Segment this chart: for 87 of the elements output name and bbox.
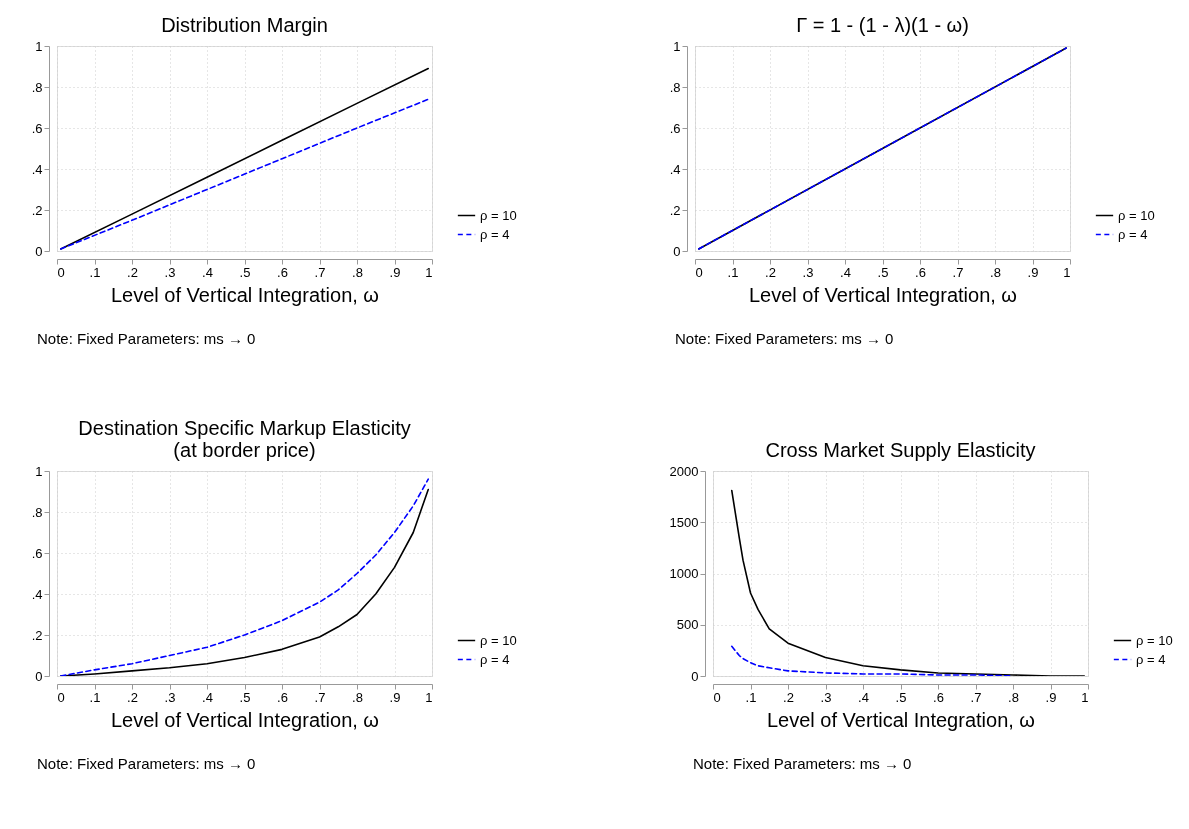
y-tick-label: 0	[35, 243, 43, 259]
x-tick-label: .2	[127, 689, 138, 705]
x-tick-label: .6	[915, 264, 926, 280]
y-tick-label: 500	[676, 617, 699, 633]
x-tick-label: .1	[89, 264, 101, 280]
x-tick-label: 0	[713, 689, 721, 705]
y-tick-label: .8	[31, 504, 43, 520]
x-tick-label: .5	[239, 264, 251, 280]
legend-label: ρ = 4	[1118, 226, 1148, 242]
y-tick-label: .6	[31, 120, 43, 136]
x-tick-label: .7	[314, 264, 326, 280]
y-tick-label: 1	[35, 38, 43, 54]
x-tick-label: .7	[314, 689, 326, 705]
y-tick-label: 0	[691, 668, 699, 684]
x-axis-title: Level of Vertical Integration, ω	[749, 283, 1017, 306]
x-tick-label: .3	[820, 689, 832, 705]
y-tick-label: .8	[31, 79, 43, 95]
x-tick-label: .4	[840, 264, 851, 280]
x-tick-label: .8	[1008, 689, 1019, 705]
x-tick-label: .3	[164, 689, 176, 705]
text: Note: Fixed Parameters: ms → 0	[675, 330, 894, 347]
y-tick-label: 2000	[669, 463, 699, 479]
x-tick-label: .3	[802, 264, 814, 280]
text: Note: Fixed Parameters: ms → 0	[693, 755, 912, 772]
y-tick-label: .4	[669, 161, 681, 177]
y-tick-label: .6	[31, 545, 43, 561]
x-tick-label: 1	[1081, 689, 1089, 705]
y-tick-label: .4	[31, 586, 43, 602]
legend-label: ρ = 10	[480, 632, 517, 648]
y-tick-label: .8	[669, 79, 681, 95]
x-tick-label: 0	[57, 689, 65, 705]
y-tick-label: .6	[669, 120, 681, 136]
x-tick-label: .9	[389, 689, 401, 705]
x-tick-label: 1	[425, 689, 433, 705]
x-tick-label: .1	[745, 689, 757, 705]
x-tick-label: .2	[127, 264, 138, 280]
x-tick-label: .6	[933, 689, 944, 705]
y-tick-label: .4	[31, 161, 43, 177]
chart-title: Cross Market Supply Elasticity	[765, 439, 1036, 461]
chart-title: Destination Specific Markup Elasticity (at border price)	[78, 417, 411, 461]
x-tick-label: .1	[727, 264, 739, 280]
legend-label: ρ = 4	[480, 651, 510, 667]
x-tick-label: .4	[202, 264, 213, 280]
x-axis-title: Level of Vertical Integration, ω	[111, 283, 379, 306]
y-tick-label: 1	[35, 463, 43, 479]
chart-title: Distribution Margin	[161, 14, 328, 36]
x-axis-title: Level of Vertical Integration, ω	[767, 708, 1035, 731]
x-tick-label: .5	[895, 689, 907, 705]
x-tick-label: 1	[425, 264, 433, 280]
text: Note: Fixed Parameters: ms → 0	[37, 755, 256, 772]
x-tick-label: .9	[1045, 689, 1057, 705]
x-tick-label: .4	[858, 689, 869, 705]
x-tick-label: .1	[89, 689, 101, 705]
legend-label: ρ = 4	[1136, 651, 1166, 667]
x-tick-label: .7	[970, 689, 982, 705]
x-tick-label: .5	[239, 689, 251, 705]
x-tick-label: 0	[57, 264, 65, 280]
x-tick-label: .4	[202, 689, 213, 705]
x-tick-label: .6	[277, 264, 288, 280]
y-tick-label: 0	[673, 243, 681, 259]
legend-label: ρ = 10	[1136, 632, 1173, 648]
line-series	[730, 489, 1086, 676]
x-tick-label: .9	[389, 264, 401, 280]
x-tick-label: 1	[1063, 264, 1071, 280]
chart-title: Γ = 1 - (1 - λ)(1 - ω)	[796, 14, 969, 36]
y-tick-label: .2	[31, 627, 43, 643]
legend-label: ρ = 4	[480, 226, 510, 242]
x-tick-label: .3	[164, 264, 176, 280]
y-tick-label: 1500	[669, 514, 699, 530]
x-axis-title: Level of Vertical Integration, ω	[111, 708, 379, 731]
x-tick-label: .7	[952, 264, 964, 280]
x-tick-label: .2	[765, 264, 776, 280]
y-tick-label: 1	[673, 38, 681, 54]
x-tick-label: .6	[277, 689, 288, 705]
x-tick-label: .2	[783, 689, 794, 705]
y-tick-label: .2	[669, 202, 681, 218]
legend-label: ρ = 10	[480, 207, 517, 223]
x-tick-label: .5	[877, 264, 889, 280]
x-tick-label: .9	[1027, 264, 1039, 280]
y-tick-label: .2	[31, 202, 43, 218]
legend-label: ρ = 10	[1118, 207, 1155, 223]
x-tick-label: .8	[990, 264, 1001, 280]
text: Note: Fixed Parameters: ms → 0	[37, 330, 256, 347]
y-tick-label: 1000	[669, 566, 699, 581]
x-tick-label: .8	[352, 689, 363, 705]
x-tick-label: .8	[352, 264, 363, 280]
y-tick-label: 0	[35, 668, 43, 684]
